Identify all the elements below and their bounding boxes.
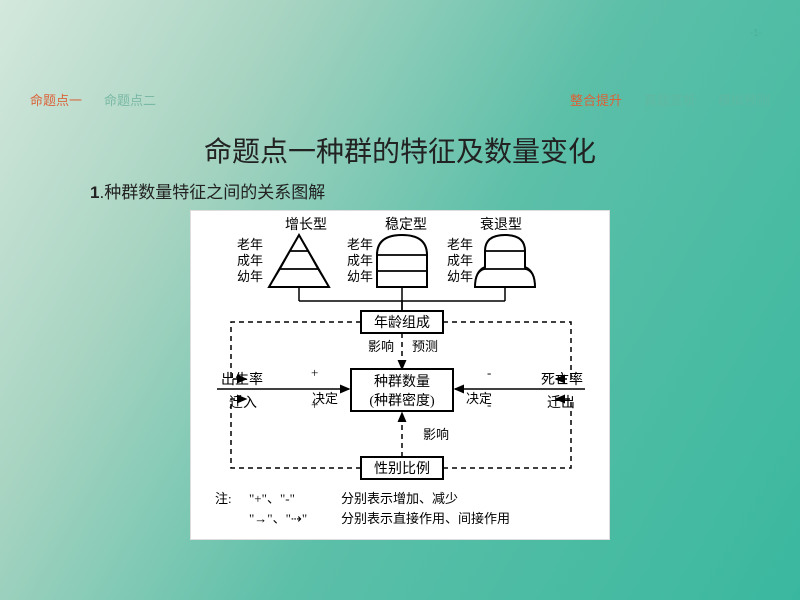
age-labels-3: 老年 成年 幼年 — [447, 237, 473, 284]
svg-text:成年: 成年 — [347, 253, 373, 268]
right-block: 死亡率 迁出 — [501, 371, 585, 411]
label-sex-ratio: 性别比例 — [374, 461, 430, 477]
label-pop-quantity: 种群数量 — [374, 374, 430, 390]
section-heading: 1.种群数量特征之间的关系图解 — [90, 178, 325, 203]
svg-text:幼年: 幼年 — [237, 269, 263, 284]
top-nav: 命题点一 命题点二 整合提升 真题赏析 模拟预测 — [30, 90, 770, 109]
svg-text:幼年: 幼年 — [447, 269, 473, 284]
tab-mock[interactable]: 模拟预测 — [718, 90, 770, 109]
svg-text:死亡率: 死亡率 — [541, 371, 583, 388]
tab-topic-1[interactable]: 命题点一 — [30, 90, 82, 109]
age-labels-2: 老年 成年 幼年 — [347, 237, 373, 284]
label-influence-top: 影响 — [368, 339, 394, 354]
label-stable-type: 稳定型 — [385, 217, 427, 233]
label-decline-type: 衰退型 — [480, 216, 522, 233]
page-number: -1- — [750, 28, 762, 39]
page-title: 命题点一种群的特征及数量变化 — [0, 130, 800, 170]
svg-text:幼年: 幼年 — [347, 269, 373, 284]
svg-text:老年: 老年 — [347, 237, 373, 252]
age-labels-1: 老年 成年 幼年 — [237, 237, 263, 284]
pyramid-decline — [475, 235, 535, 287]
plus-left-top: + — [311, 365, 318, 380]
label-growth-type: 增长型 — [285, 217, 327, 233]
tab-topic-2[interactable]: 命题点二 — [104, 90, 156, 109]
label-influence-bottom: 影响 — [423, 427, 449, 442]
svg-text:成年: 成年 — [237, 253, 263, 268]
svg-text:成年: 成年 — [447, 253, 473, 268]
minus-right-top: - — [487, 365, 491, 380]
pyramid-stable — [377, 235, 427, 287]
note-1b: 分别表示增加、减少 — [341, 491, 458, 506]
label-pop-density: (种群密度) — [369, 392, 435, 409]
label-age-composition: 年龄组成 — [374, 315, 430, 331]
tab-integrate[interactable]: 整合提升 — [570, 90, 622, 109]
tab-realexam[interactable]: 真题赏析 — [644, 90, 696, 109]
note-2a: "→"、"⇢" — [249, 511, 307, 526]
svg-text:老年: 老年 — [447, 237, 473, 252]
label-decide-left: 决定 — [312, 391, 338, 406]
left-block: 出生率 迁入 — [217, 371, 301, 411]
note-1a: "+"、"-" — [249, 491, 295, 506]
svg-text:出生率: 出生率 — [221, 371, 263, 388]
section-text: .种群数量特征之间的关系图解 — [99, 183, 325, 202]
label-predict: 预测 — [412, 339, 438, 354]
population-diagram: 增长型 稳定型 衰退型 老年 成年 幼年 老年 成年 幼年 老年 成年 幼年 — [190, 210, 610, 540]
svg-text:迁入: 迁入 — [229, 395, 257, 411]
note-lead: 注: — [215, 491, 232, 506]
label-decide-right: 决定 — [466, 391, 492, 406]
pyramid-growth — [269, 235, 329, 287]
note-2b: 分别表示直接作用、间接作用 — [341, 511, 510, 526]
svg-text:老年: 老年 — [237, 237, 263, 252]
